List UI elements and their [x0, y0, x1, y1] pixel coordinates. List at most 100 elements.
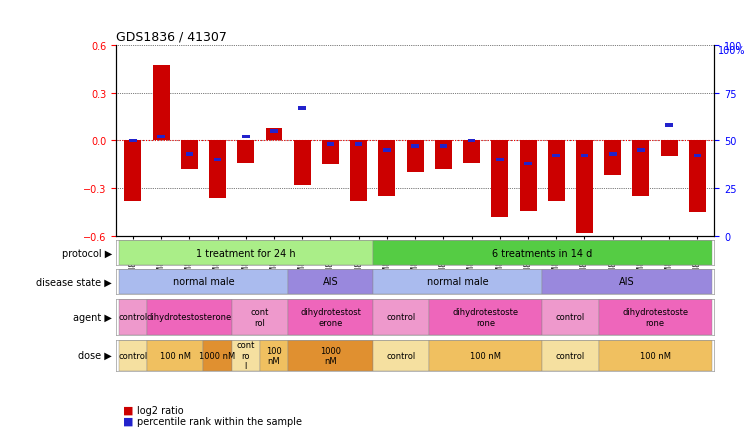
Bar [260, 340, 288, 371]
Bar [298, 107, 306, 110]
Bar [288, 340, 373, 371]
Bar [609, 153, 616, 156]
Bar [214, 158, 221, 162]
Bar [203, 340, 232, 371]
Bar [147, 340, 203, 371]
Text: ■: ■ [123, 416, 138, 426]
Text: cont
rol: cont rol [251, 308, 269, 327]
Text: 1000
nM: 1000 nM [320, 346, 341, 365]
Text: normal male: normal male [173, 277, 234, 286]
Text: dihydrotestoste
rone: dihydrotestoste rone [453, 308, 519, 327]
Bar [689, 141, 706, 213]
Bar [355, 143, 363, 147]
Bar [157, 135, 165, 139]
Bar [124, 141, 141, 201]
Bar [429, 299, 542, 335]
Bar [288, 299, 373, 335]
Text: control: control [387, 313, 416, 322]
Text: control: control [118, 313, 147, 322]
Text: dihydrotestost
erone: dihydrotestost erone [300, 308, 361, 327]
Text: 100
nM: 100 nM [266, 346, 282, 365]
Bar [373, 299, 429, 335]
Bar [209, 141, 226, 198]
Bar [666, 124, 673, 128]
Bar [542, 340, 598, 371]
Text: percentile rank within the sample: percentile rank within the sample [137, 416, 302, 426]
Bar [266, 128, 283, 141]
Bar [181, 141, 197, 170]
Bar [542, 299, 598, 335]
Bar [327, 143, 334, 147]
Bar [598, 340, 711, 371]
Text: normal male: normal male [426, 277, 488, 286]
Bar [598, 299, 711, 335]
Text: 100 nM: 100 nM [160, 351, 191, 360]
Bar [468, 139, 476, 143]
Bar [186, 153, 193, 156]
Bar [119, 340, 147, 371]
Text: 100 nM: 100 nM [470, 351, 501, 360]
Bar [553, 155, 560, 158]
Bar [232, 299, 288, 335]
Bar [294, 141, 310, 186]
Text: ■: ■ [123, 405, 138, 415]
Bar [576, 141, 593, 233]
Bar [373, 269, 542, 294]
Text: protocol ▶: protocol ▶ [62, 248, 112, 258]
Text: control: control [556, 313, 585, 322]
Bar [232, 340, 260, 371]
Bar [604, 141, 621, 176]
Bar [637, 149, 645, 152]
Bar [411, 145, 419, 148]
Bar [119, 240, 373, 266]
Bar [378, 141, 396, 197]
Bar [147, 299, 232, 335]
Bar [524, 162, 532, 166]
Text: 100 nM: 100 nM [640, 351, 670, 360]
Bar [542, 269, 711, 294]
Bar [373, 240, 711, 266]
Text: 6 treatments in 14 d: 6 treatments in 14 d [492, 248, 592, 258]
Bar [548, 141, 565, 201]
Text: control: control [387, 351, 416, 360]
Bar [633, 141, 649, 197]
Text: GDS1836 / 41307: GDS1836 / 41307 [116, 30, 227, 43]
Text: disease state ▶: disease state ▶ [37, 277, 112, 286]
Bar [237, 141, 254, 163]
Text: dihydrotestosterone: dihydrotestosterone [147, 313, 232, 322]
Bar [119, 299, 147, 335]
Bar [119, 269, 288, 294]
Bar [435, 141, 452, 170]
Bar [270, 130, 278, 133]
Bar [496, 158, 503, 162]
Text: control: control [118, 351, 147, 360]
Bar [288, 269, 373, 294]
Bar [350, 141, 367, 201]
Text: agent ▶: agent ▶ [73, 312, 112, 322]
Text: AIS: AIS [322, 277, 338, 286]
Bar [242, 135, 250, 139]
Bar [407, 141, 423, 173]
Bar [153, 66, 170, 141]
Text: 100%: 100% [718, 46, 746, 56]
Bar [463, 141, 480, 163]
Bar [660, 141, 678, 157]
Text: 1 treatment for 24 h: 1 treatment for 24 h [196, 248, 295, 258]
Bar [429, 340, 542, 371]
Text: AIS: AIS [619, 277, 634, 286]
Bar [440, 145, 447, 148]
Bar [322, 141, 339, 165]
Text: log2 ratio: log2 ratio [137, 405, 183, 415]
Text: control: control [556, 351, 585, 360]
Text: 1000 nM: 1000 nM [200, 351, 236, 360]
Bar [383, 149, 390, 152]
Bar [580, 155, 589, 158]
Text: dihydrotestoste
rone: dihydrotestoste rone [622, 308, 688, 327]
Bar [693, 155, 701, 158]
Bar [129, 139, 137, 143]
Bar [520, 141, 536, 211]
Bar [373, 340, 429, 371]
Text: cont
ro
l: cont ro l [236, 341, 255, 370]
Bar [491, 141, 509, 217]
Text: dose ▶: dose ▶ [79, 351, 112, 360]
